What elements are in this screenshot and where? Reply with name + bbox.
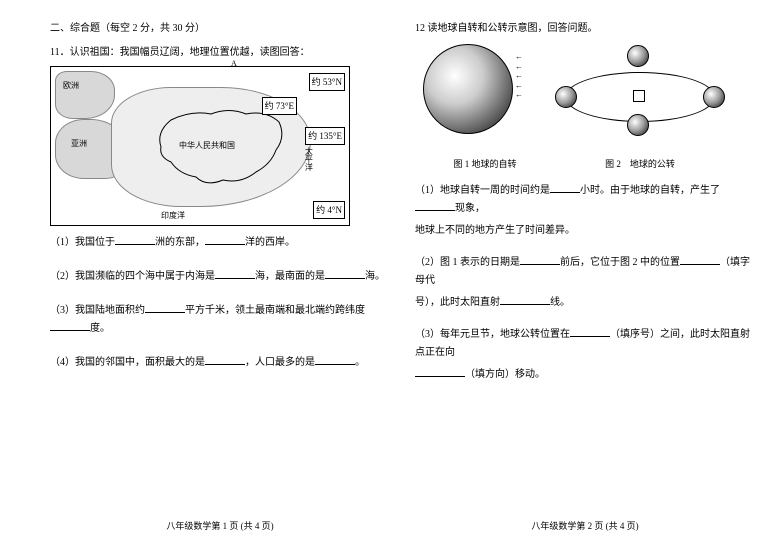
text: 现象， bbox=[455, 203, 485, 214]
blank bbox=[680, 255, 720, 265]
blank bbox=[50, 321, 90, 331]
figure-revolution bbox=[555, 42, 725, 142]
blank bbox=[325, 269, 365, 279]
footer-left: 八年级数学第 1 页 (共 4 页) bbox=[50, 519, 390, 532]
text: 小时。由于地球的自转，产生了 bbox=[580, 185, 720, 196]
blank bbox=[205, 355, 245, 365]
globe-d bbox=[555, 86, 577, 108]
globe-b bbox=[703, 86, 725, 108]
text: 度。 bbox=[90, 323, 110, 334]
blank bbox=[215, 269, 255, 279]
text: （3）每年元旦节，地球公转位置在 bbox=[415, 329, 570, 340]
map-figure: 欧洲 亚洲 中华人民共和国 太平洋 印度洋 A 约 53°N 约 73°E 约 … bbox=[50, 66, 350, 226]
map-label-73e: 约 73°E bbox=[262, 97, 297, 115]
map-label-135e: 约 135°E bbox=[305, 127, 345, 145]
blank bbox=[500, 295, 550, 305]
text: （1）地球自转一周的时间约是 bbox=[415, 185, 550, 196]
globe-icon bbox=[423, 44, 513, 134]
q11-2: （2）我国濒临的四个海中属于内海是 海，最南面的是 海。 bbox=[50, 268, 390, 286]
arrow-labels: ←←←←← bbox=[515, 52, 523, 100]
caption-row: 图 1 地球的自转 图 2 地球的公转 bbox=[415, 156, 725, 172]
blank bbox=[570, 327, 610, 337]
map-text-asia: 亚洲 bbox=[71, 137, 87, 151]
map-label-4n: 约 4°N bbox=[313, 201, 345, 219]
map-label-53n: 约 53°N bbox=[309, 73, 345, 91]
text: 线。 bbox=[550, 297, 570, 308]
text: 号），此时太阳直射 bbox=[415, 297, 500, 308]
map-text-europe: 欧洲 bbox=[63, 79, 79, 93]
blank bbox=[415, 367, 465, 377]
text: （4）我国的邻国中，面积最大的是 bbox=[50, 357, 205, 368]
blank bbox=[550, 183, 580, 193]
q12-intro: 12 读地球自转和公转示意图，回答问题。 bbox=[415, 20, 755, 38]
text: 洲的东部， bbox=[155, 237, 205, 248]
blank bbox=[115, 235, 155, 245]
text: （3）我国陆地面积约 bbox=[50, 305, 145, 316]
q11-3: （3）我国陆地面积约 平方千米，领土最南端和最北端约跨纬度度。 bbox=[50, 302, 390, 338]
page-right: 12 读地球自转和公转示意图，回答问题。 ←←←←← 图 1 地球的自转 图 2… bbox=[415, 20, 755, 388]
map-text-pacific: 太平洋 bbox=[301, 147, 315, 171]
globe-c bbox=[627, 114, 649, 136]
text: （填方向）移动。 bbox=[465, 369, 545, 380]
text: （1）我国位于 bbox=[50, 237, 115, 248]
q12-3: （3）每年元旦节，地球公转位置在（填序号）之间，此时太阳直射点正在向 bbox=[415, 326, 755, 362]
map-text-china: 中华人民共和国 bbox=[179, 139, 235, 153]
text: （2）我国濒临的四个海中属于内海是 bbox=[50, 271, 215, 282]
q12-2: （2）图 1 表示的日期是前后，它位于图 2 中的位置（填字母代 bbox=[415, 254, 755, 290]
q12-1: （1）地球自转一周的时间约是 小时。由于地球的自转，产生了现象， bbox=[415, 182, 755, 218]
figure-rotation: ←←←←← bbox=[415, 42, 545, 142]
q12-3b: （填方向）移动。 bbox=[415, 366, 755, 384]
page-left: 二、综合题（每空 2 分，共 30 分） 11．认识祖国：我国幅员辽阔，地理位置… bbox=[50, 20, 390, 376]
blank bbox=[145, 303, 185, 313]
text: 前后，它位于图 2 中的位置 bbox=[560, 257, 680, 268]
text: 平方千米，领土最南端和最北端约跨纬度 bbox=[185, 305, 365, 316]
map-label-a: A bbox=[231, 57, 237, 71]
text: 洋的西岸。 bbox=[245, 237, 295, 248]
text: ，人口最多的是 bbox=[245, 357, 315, 368]
blank bbox=[315, 355, 355, 365]
blank bbox=[205, 235, 245, 245]
q11-intro: 11．认识祖国：我国幅员辽阔，地理位置优越，读图回答： bbox=[50, 44, 390, 62]
q12-2b: 号），此时太阳直射 线。 bbox=[415, 294, 755, 312]
footer-right: 八年级数学第 2 页 (共 4 页) bbox=[415, 519, 755, 532]
globe-a bbox=[627, 45, 649, 67]
q11-4: （4）我国的邻国中，面积最大的是 ，人口最多的是 。 bbox=[50, 354, 390, 372]
q11-1: （1）我国位于 洲的东部， 洋的西岸。 bbox=[50, 234, 390, 252]
text: 海。 bbox=[365, 271, 385, 282]
blank bbox=[520, 255, 560, 265]
q12-1b: 地球上不同的地方产生了时间差异。 bbox=[415, 222, 755, 240]
text: 海，最南面的是 bbox=[255, 271, 325, 282]
caption-1: 图 1 地球的自转 bbox=[415, 156, 555, 172]
text: 。 bbox=[355, 357, 365, 368]
section-title: 二、综合题（每空 2 分，共 30 分） bbox=[50, 20, 390, 38]
globe-figures: ←←←←← bbox=[415, 42, 725, 152]
map-text-indian: 印度洋 bbox=[161, 209, 185, 223]
text: （2）图 1 表示的日期是 bbox=[415, 257, 520, 268]
sun-icon bbox=[633, 90, 645, 102]
caption-2: 图 2 地球的公转 bbox=[555, 156, 725, 172]
blank bbox=[415, 201, 455, 211]
